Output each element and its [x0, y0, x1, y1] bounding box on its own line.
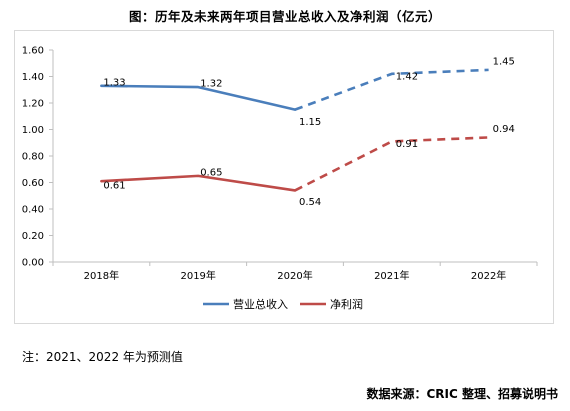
forecast-note: 注：2021、2022 年为预测值 [22, 350, 183, 364]
y-tick-label: 0.60 [22, 178, 44, 189]
chart-frame [14, 30, 554, 324]
data-label: 1.33 [103, 77, 125, 88]
y-tick-label: 1.00 [22, 125, 44, 136]
series-line-actual-0 [100, 84, 297, 111]
data-label: 1.42 [396, 71, 418, 82]
legend-label: 营业总收入 [233, 297, 288, 311]
data-label: 0.61 [103, 181, 125, 192]
y-tick-label: 0.40 [22, 205, 44, 216]
data-label: 0.94 [493, 124, 515, 135]
y-tick-label: 1.60 [22, 46, 44, 57]
data-label: 0.91 [396, 139, 418, 150]
x-tick-label: 2018年 [84, 269, 119, 282]
data-label: 0.65 [200, 167, 222, 178]
series-line-forecast-0 [294, 68, 489, 111]
x-tick-label: 2020年 [277, 269, 312, 282]
x-tick-label: 2021年 [374, 269, 409, 282]
x-tick-label: 2022年 [471, 269, 506, 282]
data-label: 1.32 [200, 79, 222, 90]
y-tick-label: 0.20 [22, 231, 44, 242]
y-tick-label: 0.80 [22, 152, 44, 163]
data-source: 数据来源：CRIC 整理、招募说明书 [366, 387, 559, 401]
chart-title: 图：历年及未来两年项目营业总收入及净利润（亿元） [128, 9, 441, 24]
data-label: 1.45 [493, 56, 515, 67]
y-tick-label: 1.20 [22, 99, 44, 110]
series-line-forecast-1 [294, 136, 489, 192]
series-line-actual-1 [100, 174, 297, 192]
y-tick-label: 0.00 [22, 258, 44, 269]
data-label: 1.15 [299, 117, 321, 128]
legend-label: 净利润 [330, 297, 363, 311]
y-tick-label: 1.40 [22, 72, 44, 83]
data-label: 0.54 [299, 197, 321, 208]
x-tick-label: 2019年 [180, 269, 215, 282]
